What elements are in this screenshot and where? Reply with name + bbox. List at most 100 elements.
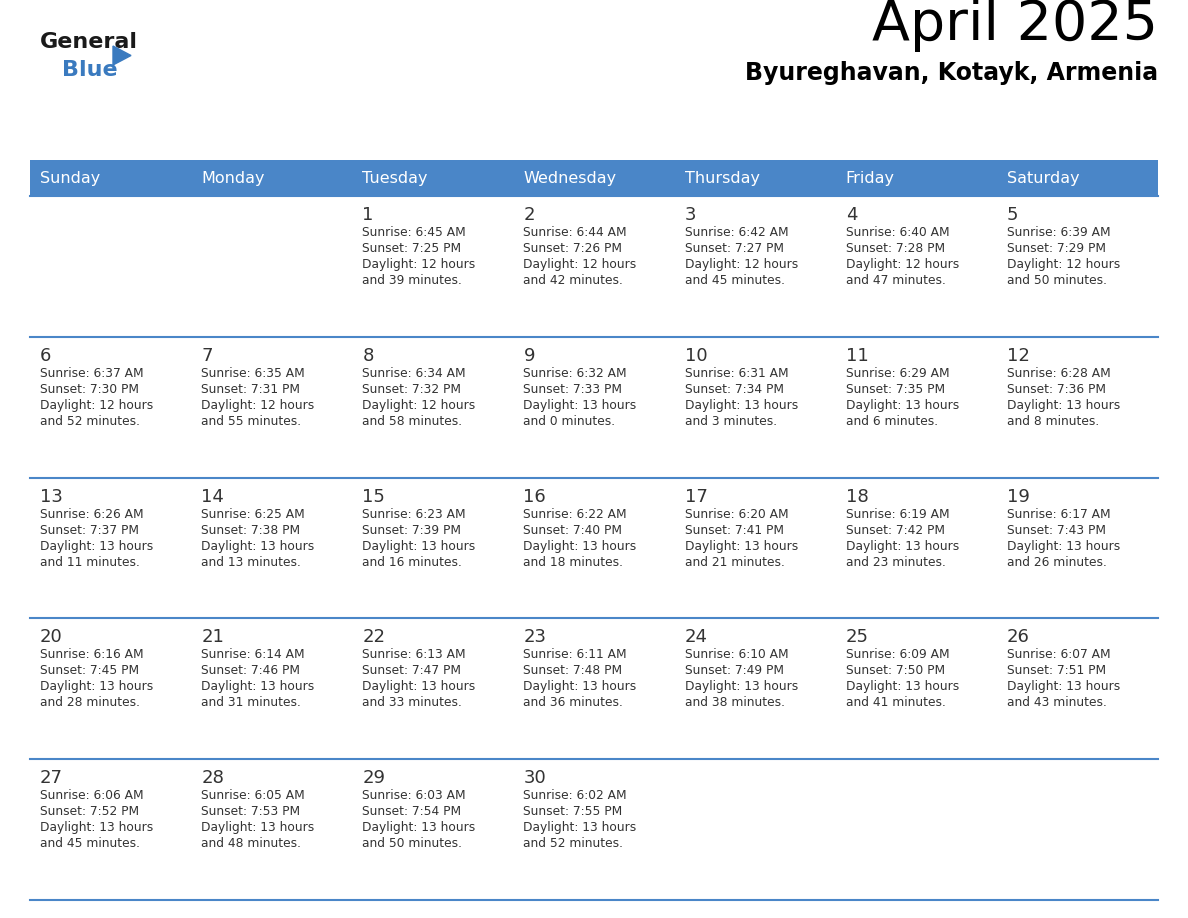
Text: Daylight: 13 hours: Daylight: 13 hours [201,822,315,834]
Text: Sunrise: 6:28 AM: Sunrise: 6:28 AM [1007,367,1111,380]
Text: and 11 minutes.: and 11 minutes. [40,555,140,568]
Text: and 47 minutes.: and 47 minutes. [846,274,946,287]
Text: Sunset: 7:38 PM: Sunset: 7:38 PM [201,523,301,537]
Text: Sunset: 7:40 PM: Sunset: 7:40 PM [524,523,623,537]
Text: Sunset: 7:41 PM: Sunset: 7:41 PM [684,523,784,537]
Text: Daylight: 12 hours: Daylight: 12 hours [524,258,637,271]
Text: 17: 17 [684,487,707,506]
Text: Sunrise: 6:25 AM: Sunrise: 6:25 AM [201,508,305,521]
Text: 15: 15 [362,487,385,506]
Text: Sunrise: 6:39 AM: Sunrise: 6:39 AM [1007,226,1111,239]
Text: 14: 14 [201,487,225,506]
Text: Sunset: 7:27 PM: Sunset: 7:27 PM [684,242,784,255]
Text: Sunrise: 6:02 AM: Sunrise: 6:02 AM [524,789,627,802]
Text: Sunrise: 6:20 AM: Sunrise: 6:20 AM [684,508,788,521]
Bar [513,160,675,196]
Text: and 55 minutes.: and 55 minutes. [201,415,302,428]
Text: Sunrise: 6:07 AM: Sunrise: 6:07 AM [1007,648,1111,661]
Text: Sunrise: 6:29 AM: Sunrise: 6:29 AM [846,367,949,380]
Text: Daylight: 13 hours: Daylight: 13 hours [524,540,637,553]
Text: 20: 20 [40,629,63,646]
Text: and 43 minutes.: and 43 minutes. [1007,697,1107,710]
Text: 13: 13 [40,487,63,506]
Text: Daylight: 13 hours: Daylight: 13 hours [524,822,637,834]
Text: Daylight: 12 hours: Daylight: 12 hours [1007,258,1120,271]
Text: Sunrise: 6:22 AM: Sunrise: 6:22 AM [524,508,627,521]
Text: 18: 18 [846,487,868,506]
Text: 5: 5 [1007,206,1018,224]
Text: and 42 minutes.: and 42 minutes. [524,274,624,287]
Polygon shape [113,46,131,65]
Text: 2: 2 [524,206,535,224]
Text: Thursday: Thursday [684,171,759,185]
Bar [191,160,353,196]
Text: Daylight: 13 hours: Daylight: 13 hours [201,680,315,693]
Text: Saturday: Saturday [1007,171,1080,185]
Bar [353,160,513,196]
Text: Daylight: 13 hours: Daylight: 13 hours [524,680,637,693]
Text: and 13 minutes.: and 13 minutes. [201,555,301,568]
Text: Sunset: 7:30 PM: Sunset: 7:30 PM [40,383,139,396]
Text: Sunrise: 6:06 AM: Sunrise: 6:06 AM [40,789,144,802]
Text: and 6 minutes.: and 6 minutes. [846,415,937,428]
Text: Sunset: 7:25 PM: Sunset: 7:25 PM [362,242,461,255]
Text: and 3 minutes.: and 3 minutes. [684,415,777,428]
Text: Sunrise: 6:23 AM: Sunrise: 6:23 AM [362,508,466,521]
Text: 22: 22 [362,629,385,646]
Text: and 52 minutes.: and 52 minutes. [40,415,140,428]
Text: Sunset: 7:45 PM: Sunset: 7:45 PM [40,665,139,677]
Text: 24: 24 [684,629,708,646]
Text: Daylight: 12 hours: Daylight: 12 hours [201,398,315,412]
Text: and 45 minutes.: and 45 minutes. [684,274,784,287]
Text: Sunset: 7:46 PM: Sunset: 7:46 PM [201,665,301,677]
Text: and 50 minutes.: and 50 minutes. [1007,274,1107,287]
Text: Sunrise: 6:19 AM: Sunrise: 6:19 AM [846,508,949,521]
Text: Sunset: 7:48 PM: Sunset: 7:48 PM [524,665,623,677]
Text: Sunrise: 6:26 AM: Sunrise: 6:26 AM [40,508,144,521]
Text: Sunrise: 6:11 AM: Sunrise: 6:11 AM [524,648,627,661]
Text: General: General [40,32,138,52]
Text: and 18 minutes.: and 18 minutes. [524,555,624,568]
Text: 26: 26 [1007,629,1030,646]
Text: and 21 minutes.: and 21 minutes. [684,555,784,568]
Bar [30,477,1158,619]
Text: Sunrise: 6:37 AM: Sunrise: 6:37 AM [40,367,144,380]
Text: and 8 minutes.: and 8 minutes. [1007,415,1099,428]
Text: and 48 minutes.: and 48 minutes. [201,837,301,850]
Text: Daylight: 13 hours: Daylight: 13 hours [1007,680,1120,693]
Text: Sunset: 7:43 PM: Sunset: 7:43 PM [1007,523,1106,537]
Bar [835,160,997,196]
Text: Daylight: 13 hours: Daylight: 13 hours [524,398,637,412]
Text: Sunset: 7:47 PM: Sunset: 7:47 PM [362,665,461,677]
Text: and 38 minutes.: and 38 minutes. [684,697,784,710]
Text: and 33 minutes.: and 33 minutes. [362,697,462,710]
Text: 21: 21 [201,629,225,646]
Text: Sunday: Sunday [40,171,100,185]
Text: Sunset: 7:39 PM: Sunset: 7:39 PM [362,523,461,537]
Text: Sunset: 7:29 PM: Sunset: 7:29 PM [1007,242,1106,255]
Text: Sunset: 7:36 PM: Sunset: 7:36 PM [1007,383,1106,396]
Text: Daylight: 12 hours: Daylight: 12 hours [40,398,153,412]
Text: and 41 minutes.: and 41 minutes. [846,697,946,710]
Text: Sunset: 7:55 PM: Sunset: 7:55 PM [524,805,623,818]
Text: 16: 16 [524,487,546,506]
Text: Daylight: 13 hours: Daylight: 13 hours [684,540,798,553]
Text: Sunset: 7:42 PM: Sunset: 7:42 PM [846,523,944,537]
Text: and 0 minutes.: and 0 minutes. [524,415,615,428]
Text: Daylight: 12 hours: Daylight: 12 hours [684,258,798,271]
Text: Sunrise: 6:16 AM: Sunrise: 6:16 AM [40,648,144,661]
Text: 6: 6 [40,347,51,364]
Text: Sunrise: 6:17 AM: Sunrise: 6:17 AM [1007,508,1111,521]
Text: and 45 minutes.: and 45 minutes. [40,837,140,850]
Text: Sunrise: 6:14 AM: Sunrise: 6:14 AM [201,648,305,661]
Text: Sunrise: 6:40 AM: Sunrise: 6:40 AM [846,226,949,239]
Text: Sunrise: 6:03 AM: Sunrise: 6:03 AM [362,789,466,802]
Text: and 26 minutes.: and 26 minutes. [1007,555,1107,568]
Text: 29: 29 [362,769,385,788]
Text: Sunrise: 6:35 AM: Sunrise: 6:35 AM [201,367,305,380]
Text: Blue: Blue [62,60,118,80]
Text: Sunset: 7:54 PM: Sunset: 7:54 PM [362,805,461,818]
Text: and 39 minutes.: and 39 minutes. [362,274,462,287]
Text: Daylight: 13 hours: Daylight: 13 hours [362,540,475,553]
Text: Daylight: 13 hours: Daylight: 13 hours [40,540,153,553]
